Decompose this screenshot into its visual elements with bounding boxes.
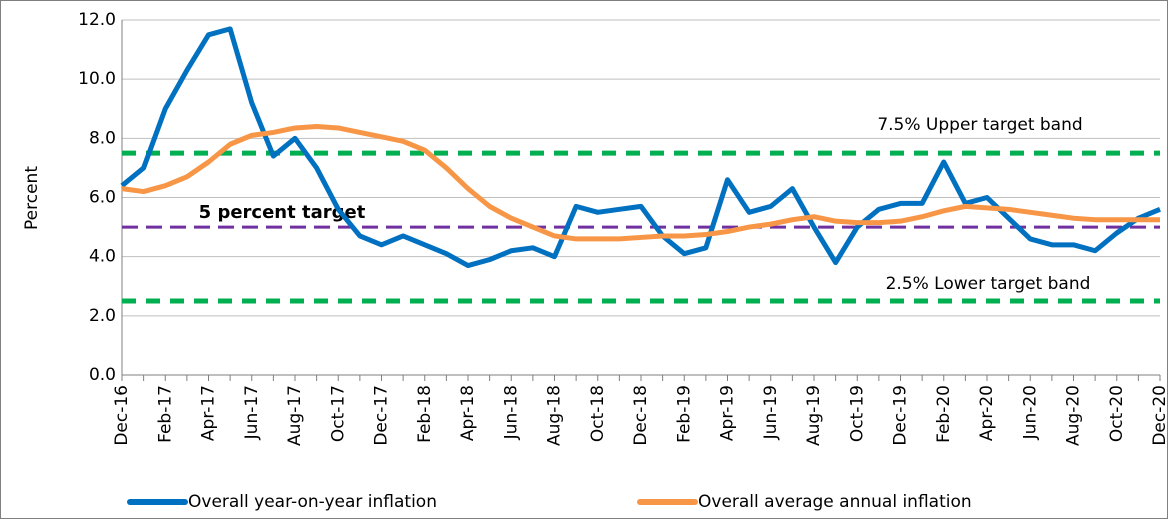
legend-label: Overall average annual inflation xyxy=(698,492,972,512)
x-tick-label: Jun-20 xyxy=(1020,385,1040,440)
series-line xyxy=(121,124,1160,242)
reference-label: 5 percent target xyxy=(199,202,366,223)
x-tick-label: Dec-18 xyxy=(631,385,651,446)
x-tick-label: Dec-16 xyxy=(112,385,132,446)
x-tick-label: Dec-19 xyxy=(891,385,911,446)
x-tick-label: Dec-20 xyxy=(1150,385,1168,446)
y-tick-label: 4.0 xyxy=(89,247,116,267)
x-tick-label: Aug-18 xyxy=(545,385,565,446)
x-tick-label: Aug-19 xyxy=(804,385,824,446)
x-tick-label: Aug-17 xyxy=(285,385,305,446)
y-tick-label: 8.0 xyxy=(89,128,116,148)
y-tick-label: 12.0 xyxy=(78,10,116,30)
y-tick-label: 10.0 xyxy=(78,69,116,89)
x-tick-label: Apr-20 xyxy=(977,385,997,441)
x-tick-label: Jun-19 xyxy=(761,385,781,440)
x-tick-label: Feb-19 xyxy=(674,385,694,443)
x-tick-label: Apr-18 xyxy=(458,385,478,441)
x-tick-label: Oct-17 xyxy=(328,385,348,442)
x-tick-label: Dec-17 xyxy=(372,385,392,446)
x-tick-label: Jun-17 xyxy=(242,385,262,440)
x-tick-label: Oct-20 xyxy=(1107,385,1127,442)
x-tick-label: Oct-18 xyxy=(588,385,608,442)
x-tick-label: Feb-20 xyxy=(934,385,954,443)
x-tick-label: Feb-18 xyxy=(415,385,435,443)
reference-label: 2.5% Lower target band xyxy=(886,274,1091,294)
y-tick-label: 6.0 xyxy=(89,188,116,208)
x-tick-label: Apr-17 xyxy=(199,385,219,441)
x-tick-label: Apr-19 xyxy=(718,385,738,441)
x-tick-label: Aug-20 xyxy=(1064,385,1084,446)
y-tick-label: 2.0 xyxy=(89,306,116,326)
reference-label: 7.5% Upper target band xyxy=(877,115,1082,135)
y-axis-label: Percent xyxy=(22,166,42,230)
series-line xyxy=(120,26,1161,269)
legend-label: Overall year-on-year inflation xyxy=(188,492,437,512)
x-tick-label: Jun-18 xyxy=(501,385,521,440)
y-tick-label: 0.0 xyxy=(89,365,116,385)
x-tick-label: Oct-19 xyxy=(847,385,867,442)
x-tick-label: Feb-17 xyxy=(155,385,175,443)
